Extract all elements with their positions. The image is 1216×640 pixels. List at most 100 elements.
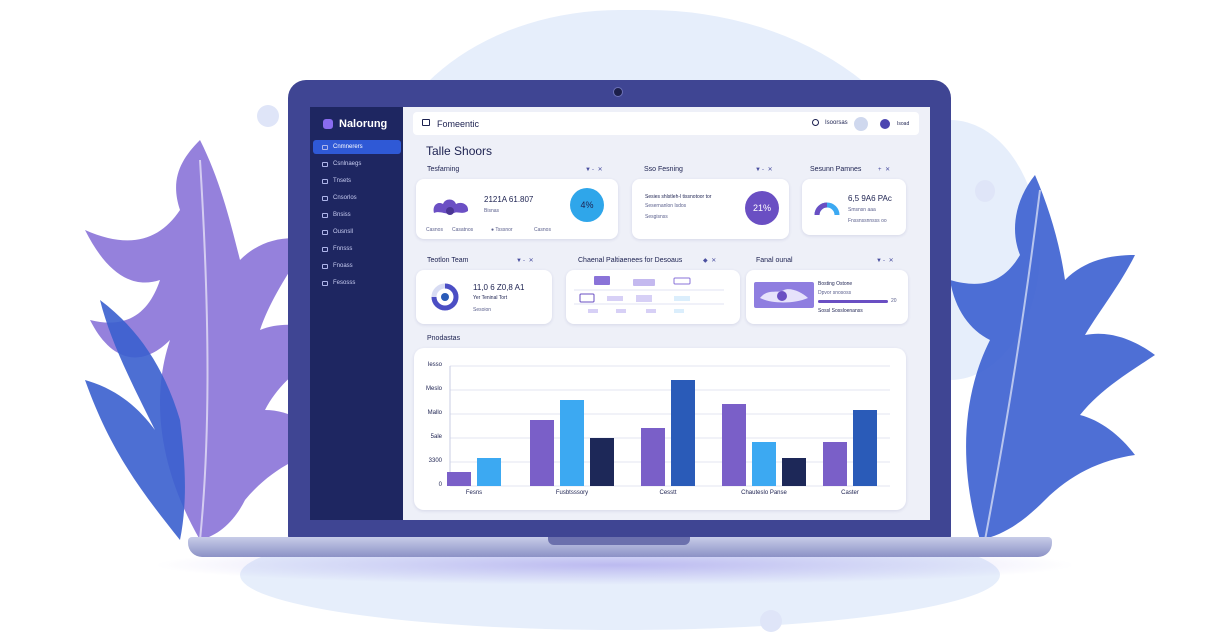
sidebar-item[interactable]: Cnmnerers xyxy=(313,140,401,154)
logo-icon xyxy=(323,119,333,129)
stat-card[interactable]: Sesies shlstleh-l tissnotoor tor Seserna… xyxy=(632,179,789,239)
user-name[interactable]: Isoad xyxy=(897,121,910,127)
section-title: Teotlon Team xyxy=(427,257,469,264)
section-title: Pnodastas xyxy=(427,335,461,342)
section-tools[interactable]: ▼- ✕ xyxy=(755,167,774,173)
bar[interactable] xyxy=(530,420,554,486)
bar-chart xyxy=(447,365,890,487)
y-tick-label: Meslo xyxy=(425,386,442,392)
stat-card[interactable]: Bosting Ostone Dpvor snososs 20 Sossl So… xyxy=(746,270,908,324)
stat-footer: Fnssnssnnsss oo xyxy=(848,218,887,224)
y-tick-label: 0 xyxy=(438,482,442,488)
sidebar-item[interactable]: Ousnsll xyxy=(313,225,401,239)
screen: Nalorung Cnmnerers Csnlnaegs Tnsets Cnsorlo… xyxy=(310,107,930,520)
stat-card[interactable]: 11,0 6 Z0,8 A1 Yer Teninal Tort Sesoion xyxy=(416,270,552,324)
section-tools[interactable]: ▼- ✕ xyxy=(585,167,604,173)
stat-label: Smsnsn aaa xyxy=(848,207,876,213)
topbar: Fomeentic Isoorsas Isoad xyxy=(413,112,919,135)
bar[interactable] xyxy=(782,458,806,486)
sidebar: Nalorung Cnmnerers Csnlnaegs Tnsets Cnsorlo… xyxy=(310,107,403,520)
bar[interactable] xyxy=(477,458,501,486)
bar[interactable] xyxy=(722,404,746,486)
bar[interactable] xyxy=(823,442,847,486)
card-footer-item: Casnos xyxy=(426,227,443,233)
section-tools[interactable]: + ✕ xyxy=(878,167,892,173)
decor-dot xyxy=(760,610,782,632)
sidebar-item-label: Fnoass xyxy=(333,263,353,269)
section-tools[interactable]: ▼- ✕ xyxy=(876,258,895,264)
sidebar-item[interactable]: Csnlnaegs xyxy=(313,157,401,171)
leaf-left-icon xyxy=(85,140,340,541)
x-tick-label: Fesns xyxy=(465,490,483,496)
card-footer-item: Casnos xyxy=(534,227,551,233)
sidebar-item[interactable]: Fnoass xyxy=(313,259,401,273)
x-tick-label: Fusbtsssory xyxy=(555,490,589,496)
stat-value: 2121A 61.807 xyxy=(484,195,534,204)
section-title: Tesfarning xyxy=(427,166,460,173)
section-title: Chaenal Paltiaenees for Desoaus xyxy=(578,257,683,264)
sidebar-item[interactable]: Cnsorlos xyxy=(313,191,401,205)
sidebar-item-label: Csnlnaegs xyxy=(333,161,362,167)
brand[interactable]: Nalorung xyxy=(323,118,387,130)
decor-dot xyxy=(257,105,279,127)
x-tick-label: Cesstt xyxy=(659,490,677,496)
section-title: Sesunn Pamnes xyxy=(810,166,862,173)
bar[interactable] xyxy=(560,400,584,486)
x-tick-label: Chauteslo Panse xyxy=(741,490,787,496)
sidebar-item-label: Fnnsss xyxy=(333,246,353,252)
bar[interactable] xyxy=(752,442,776,486)
card-text: Sesernanlon lsdos xyxy=(645,203,687,209)
image-thumbnail xyxy=(754,282,814,308)
laptop-base xyxy=(188,537,1052,557)
camera-icon xyxy=(613,87,623,97)
sidebar-item[interactable]: Bnsiss xyxy=(313,208,401,222)
y-tick-label: Iesso xyxy=(427,362,442,368)
user-avatar[interactable] xyxy=(880,119,890,129)
nav-item-icon xyxy=(322,144,328,150)
sidebar-item-label: Ousnsll xyxy=(333,229,354,235)
section-tools[interactable]: ◆ ✕ xyxy=(703,258,718,264)
stat-value: 6,5 9A6 PAc xyxy=(848,194,892,203)
cloud-icon xyxy=(433,199,469,215)
x-tick-label: Caster xyxy=(841,490,859,496)
laptop-notch xyxy=(548,537,690,545)
sidebar-item[interactable]: Fnnsss xyxy=(313,242,401,256)
sidebar-item-label: Fesosss xyxy=(333,280,356,286)
percent-badge: 21% xyxy=(745,191,779,225)
chart-card: 0 3300 5ale Mallo Meslo Iesso Fesns Fusbtsssory… xyxy=(414,348,906,510)
stat-card[interactable]: 6,5 9A6 PAc Smsnsn aaa Fnssnssnnsss oo xyxy=(802,179,906,235)
nav-item-icon xyxy=(322,229,328,235)
page-title: Talle Shoors xyxy=(426,144,493,158)
card-text: Bosting Ostone xyxy=(818,281,853,287)
gauge-icon xyxy=(814,202,840,216)
bar[interactable] xyxy=(447,472,471,486)
sidebar-item-label: Cnmnerers xyxy=(333,144,363,150)
section-title: Fanal ounal xyxy=(756,257,793,264)
bar[interactable] xyxy=(641,428,665,486)
card-text: Sesies shlstleh-l tissnotoor tor xyxy=(645,194,712,200)
bar[interactable] xyxy=(671,380,695,486)
channel-grid xyxy=(574,276,724,313)
progress-value: 20 xyxy=(891,298,897,304)
bar[interactable] xyxy=(853,410,877,486)
stat-footer: Sesoion xyxy=(473,307,492,313)
channel-card[interactable] xyxy=(566,270,740,324)
bar[interactable] xyxy=(590,438,614,486)
stat-card[interactable]: 2121A 61.807 Bisnas 4% Casnos Casatnos ●… xyxy=(416,179,618,239)
nav-item-icon xyxy=(322,246,328,252)
sidebar-item[interactable]: Tnsets xyxy=(313,174,401,188)
section-tools[interactable]: ▼- ✕ xyxy=(516,258,535,264)
stat-value: 11,0 6 Z0,8 A1 xyxy=(473,283,525,292)
topbar-title: Fomeentic xyxy=(437,119,480,129)
avatar[interactable] xyxy=(854,117,868,131)
sidebar-item-label: Bnsiss xyxy=(333,212,351,218)
document-icon xyxy=(422,119,430,126)
nav-item-icon xyxy=(322,263,328,269)
section-title: Sso Fesning xyxy=(644,166,683,173)
y-tick-label: 5ale xyxy=(430,434,442,440)
search-label[interactable]: Isoorsas xyxy=(825,120,848,126)
nav-item-icon xyxy=(322,195,328,201)
donut-icon xyxy=(431,283,459,311)
search-icon[interactable] xyxy=(812,119,819,126)
sidebar-item[interactable]: Fesosss xyxy=(313,276,401,290)
